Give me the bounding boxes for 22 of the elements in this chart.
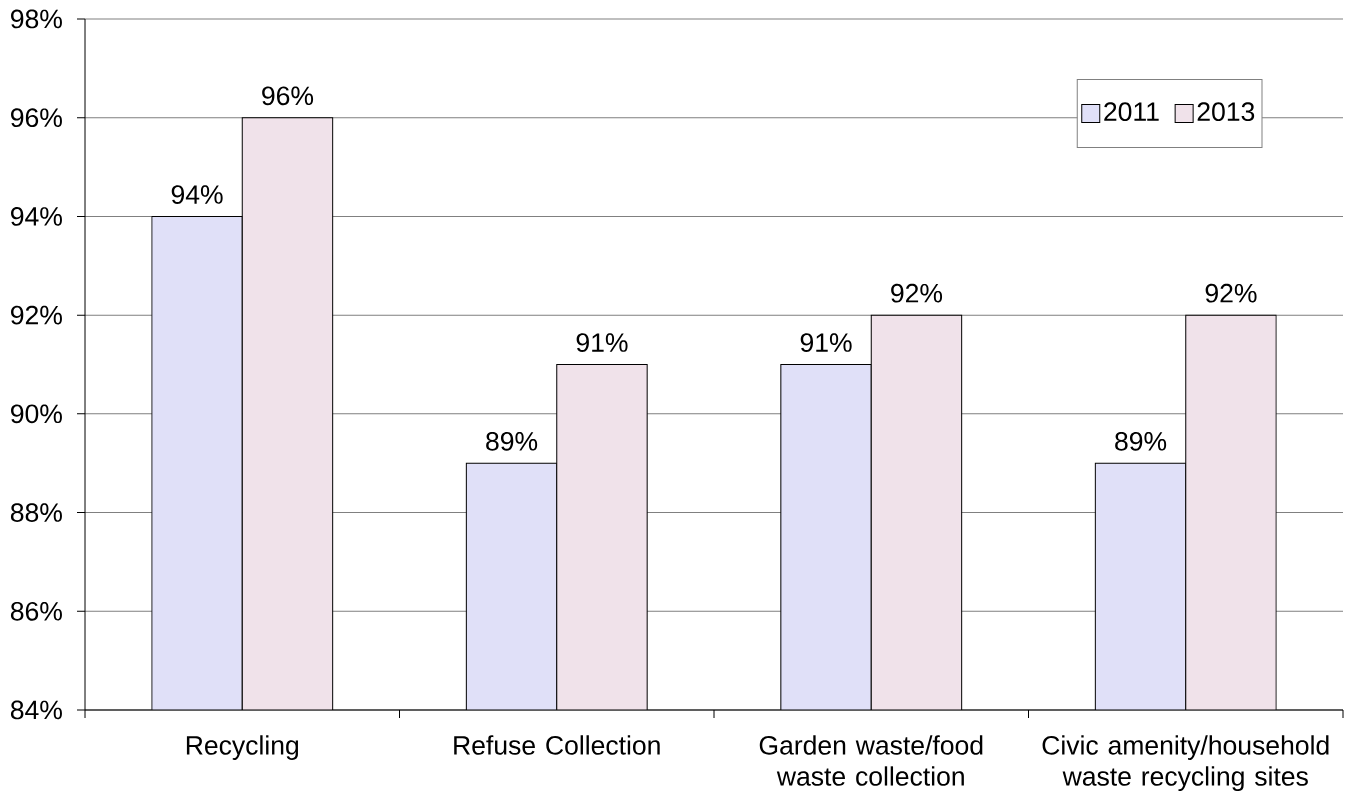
y-tick-label: 96% (11, 108, 62, 128)
y-tick-label: 84% (10, 700, 62, 720)
data-label: 96% (262, 86, 314, 106)
y-tick-label: 98% (11, 9, 62, 29)
x-tick-label: Recycling (186, 735, 299, 760)
y-tick-label: 90% (11, 404, 62, 424)
y-tick-label: 86% (10, 601, 62, 621)
data-label: 91% (800, 333, 852, 352)
y-tick-label: 94% (11, 207, 62, 226)
data-label: 94% (171, 185, 223, 204)
data-label: 91% (576, 333, 628, 352)
data-label: 89% (486, 431, 538, 451)
x-tick-label: Civic amenity/household waste recycling sites (1042, 735, 1329, 791)
data-label: 92% (891, 283, 943, 303)
y-tick-label: 92% (11, 305, 62, 325)
legend-label: 2011 (1104, 102, 1159, 122)
legend-label: 2013 (1197, 102, 1255, 122)
x-tick-label: Garden waste/food waste collection (759, 735, 983, 786)
data-label: 92% (1205, 283, 1257, 303)
data-label: 89% (1115, 431, 1167, 451)
y-tick-label: 88% (10, 503, 62, 522)
x-tick-label: Refuse Collection (454, 735, 660, 755)
